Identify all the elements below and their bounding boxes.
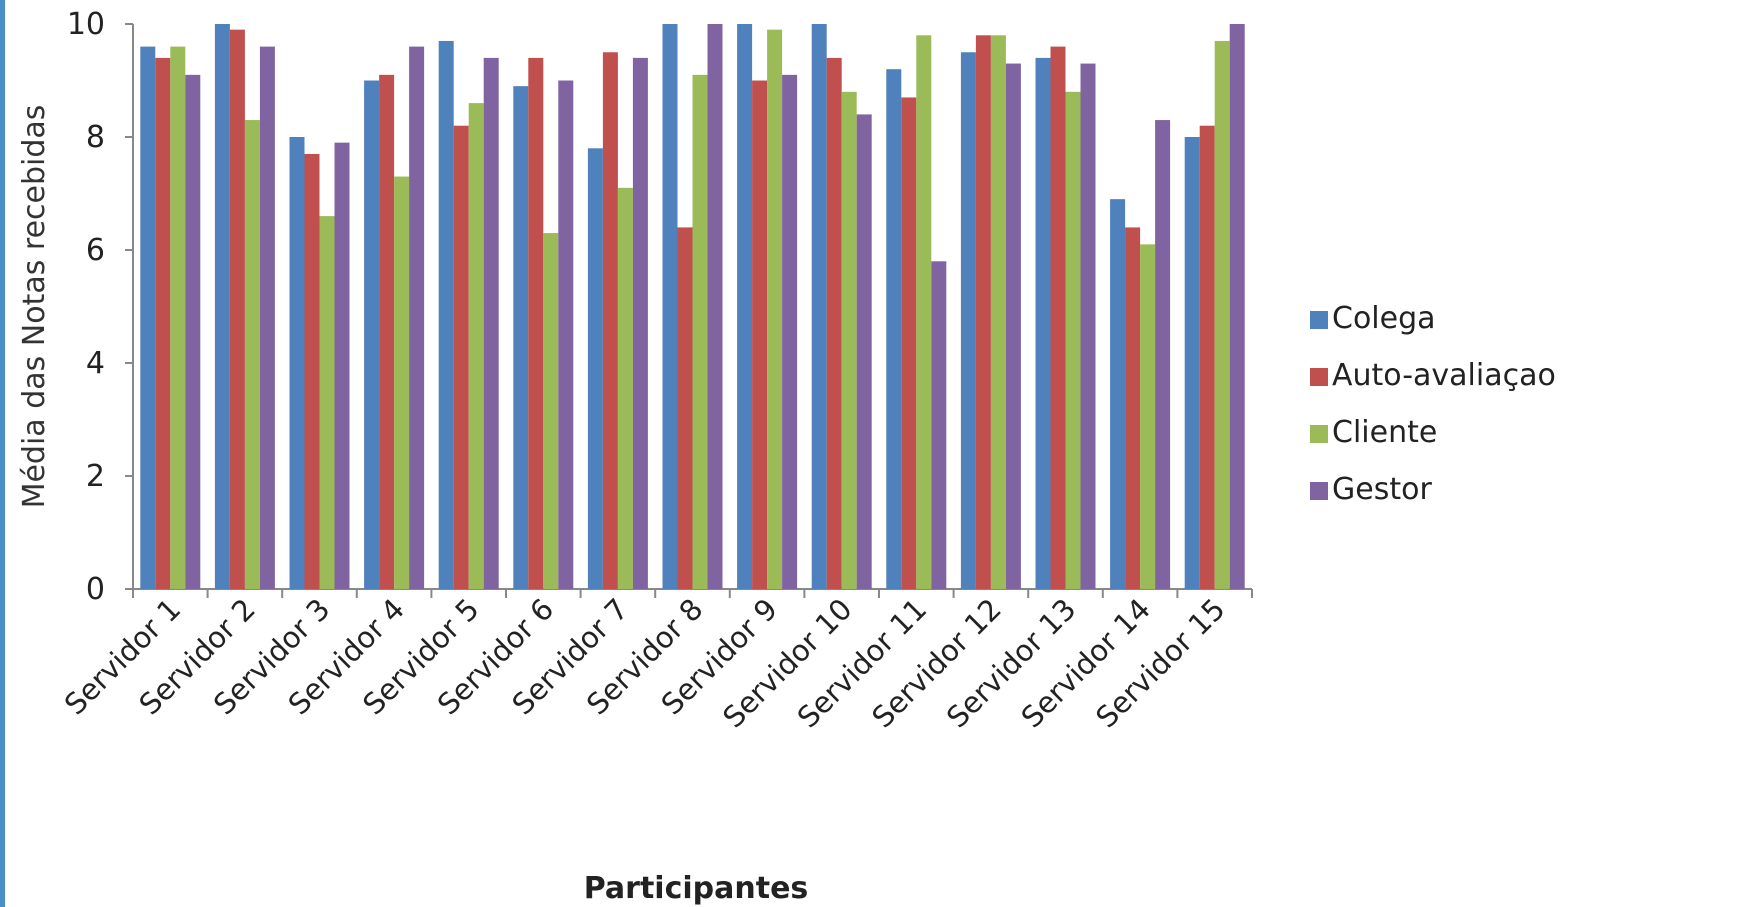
y-tick-label: 2 bbox=[86, 459, 105, 494]
bar bbox=[543, 233, 559, 590]
legend-label: Cliente bbox=[1332, 415, 1437, 450]
bar bbox=[289, 137, 305, 589]
bar bbox=[1214, 40, 1230, 589]
legend-swatch bbox=[1310, 482, 1328, 500]
bar bbox=[990, 35, 1006, 590]
bar bbox=[319, 216, 335, 589]
bar bbox=[409, 46, 425, 590]
bar bbox=[170, 46, 186, 590]
bar bbox=[394, 176, 410, 590]
legend-label: Colega bbox=[1332, 301, 1436, 336]
y-tick-label: 8 bbox=[86, 120, 105, 155]
legend-label: Gestor bbox=[1332, 472, 1432, 507]
bar bbox=[379, 74, 395, 590]
bar bbox=[1184, 137, 1200, 589]
left-border bbox=[0, 0, 5, 907]
bar bbox=[960, 52, 976, 589]
y-tick-label: 10 bbox=[67, 7, 105, 42]
bar bbox=[558, 80, 574, 589]
bar bbox=[587, 148, 603, 590]
bar bbox=[662, 24, 678, 589]
bar bbox=[1065, 91, 1081, 590]
bar bbox=[767, 29, 783, 589]
legend-swatch bbox=[1310, 425, 1328, 443]
bar bbox=[737, 24, 753, 589]
y-tick-label: 4 bbox=[86, 346, 105, 381]
bar bbox=[1005, 63, 1021, 590]
bar bbox=[602, 52, 618, 589]
bar bbox=[901, 97, 917, 589]
bar bbox=[632, 57, 648, 589]
bar bbox=[304, 153, 320, 589]
bar bbox=[155, 57, 171, 589]
bar bbox=[468, 103, 484, 589]
bar bbox=[1199, 125, 1215, 589]
legend: Colega Auto-avaliaçao Cliente Gestor bbox=[1310, 301, 1556, 507]
bar bbox=[513, 86, 529, 590]
bar bbox=[841, 91, 857, 590]
legend-swatch bbox=[1310, 368, 1328, 386]
bar bbox=[617, 187, 633, 589]
y-axis-title: Média das Notas recebidas bbox=[17, 105, 52, 509]
bar bbox=[752, 80, 768, 589]
bar bbox=[528, 57, 544, 589]
bar bbox=[811, 24, 827, 589]
bar bbox=[707, 24, 723, 589]
bar bbox=[1110, 199, 1126, 589]
bar bbox=[1155, 120, 1171, 590]
bar bbox=[259, 46, 275, 590]
bar bbox=[1080, 63, 1096, 590]
y-tick-label: 6 bbox=[86, 233, 105, 268]
bar bbox=[244, 120, 260, 590]
bar bbox=[856, 114, 872, 590]
bar bbox=[483, 57, 499, 589]
bar bbox=[826, 57, 842, 589]
bar bbox=[1035, 57, 1051, 589]
y-tick-label: 0 bbox=[86, 572, 105, 607]
bar bbox=[886, 69, 902, 589]
bar bbox=[229, 29, 245, 589]
bar bbox=[692, 74, 708, 590]
bar bbox=[453, 125, 469, 589]
bar bbox=[364, 80, 380, 589]
legend-label: Auto-avaliaçao bbox=[1332, 358, 1556, 393]
bar bbox=[185, 74, 201, 590]
bar bbox=[975, 35, 991, 590]
bar bbox=[1125, 227, 1141, 589]
bar bbox=[438, 40, 454, 589]
bar bbox=[1050, 46, 1066, 590]
bar bbox=[140, 46, 156, 590]
bar bbox=[782, 74, 798, 590]
bar bbox=[916, 35, 932, 590]
bar bbox=[1140, 244, 1156, 589]
bar bbox=[334, 142, 350, 589]
legend-swatch bbox=[1310, 311, 1328, 329]
x-axis-title: Participantes bbox=[584, 871, 809, 906]
bar bbox=[214, 24, 230, 589]
bar bbox=[1229, 24, 1245, 589]
bar bbox=[931, 261, 947, 589]
bar bbox=[677, 227, 693, 589]
